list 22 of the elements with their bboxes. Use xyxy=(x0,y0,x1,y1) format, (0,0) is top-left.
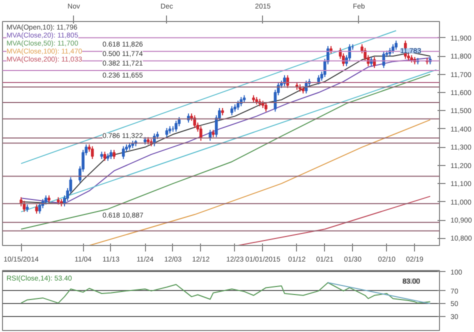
candlestick xyxy=(174,120,178,132)
line-series xyxy=(20,282,431,304)
candlestick xyxy=(165,128,168,138)
candlestick xyxy=(110,149,112,160)
candlestick xyxy=(236,100,240,110)
candlestick xyxy=(122,146,125,160)
candlestick xyxy=(199,126,202,142)
candlestick xyxy=(103,151,106,162)
candlestick xyxy=(35,204,38,214)
candlestick xyxy=(392,44,394,54)
candlestick xyxy=(264,102,268,112)
candlestick xyxy=(208,129,212,142)
candlestick xyxy=(44,194,48,206)
candlestick xyxy=(112,149,116,160)
candlestick xyxy=(38,202,42,214)
candlestick xyxy=(90,146,94,160)
candlestick xyxy=(230,106,234,116)
candlestick xyxy=(193,114,196,129)
candlestick xyxy=(394,40,398,50)
candlestick xyxy=(317,74,320,85)
line-series xyxy=(88,119,431,246)
candlestick xyxy=(286,74,290,88)
